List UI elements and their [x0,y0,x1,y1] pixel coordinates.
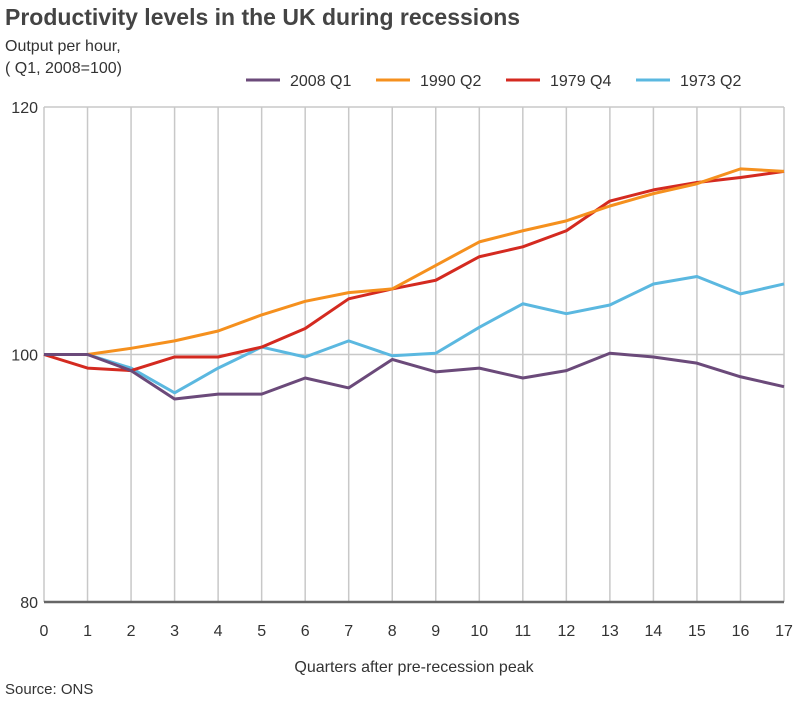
x-tick-label: 10 [470,623,488,640]
y-axis-label-line-2: ( Q1, 2008=100) [5,60,122,77]
x-tick-label: 3 [170,623,179,640]
series-line-1990-q2 [44,167,785,356]
y-tick-label: 80 [20,595,38,612]
x-tick-label: 9 [431,623,440,640]
x-tick-label: 4 [214,623,223,640]
y-tick-label: 100 [11,348,38,365]
legend-label: 1979 Q4 [550,73,611,90]
legend-label: 2008 Q1 [290,73,351,90]
chart-title: Productivity levels in the UK during rec… [5,4,521,30]
legend-label: 1990 Q2 [420,73,481,90]
series-line-1979-q4 [43,169,785,373]
x-tick-label: 17 [775,623,793,640]
x-tick-label: 11 [515,623,532,640]
y-axis-label-line-1: Output per hour, [5,38,121,55]
series-line-2008-q1 [44,351,785,401]
x-tick-label: 13 [601,623,619,640]
legend-label: 1973 Q2 [680,73,741,90]
x-tick-label: 7 [344,623,353,640]
x-axis-label: Quarters after pre-recession peak [294,659,534,676]
x-tick-label: 8 [388,623,397,640]
x-tick-label: 5 [257,623,266,640]
series-line-1973-q2 [44,275,785,395]
x-tick-label: 6 [301,623,310,640]
x-tick-label: 1 [83,623,92,640]
x-tick-label: 15 [688,623,706,640]
x-tick-label: 0 [40,623,49,640]
y-tick-label: 120 [11,100,38,117]
x-tick-label: 14 [645,623,663,640]
source-note: Source: ONS [5,681,94,698]
x-tick-label: 2 [127,623,136,640]
x-tick-label: 12 [557,623,575,640]
x-tick-label: 16 [732,623,750,640]
